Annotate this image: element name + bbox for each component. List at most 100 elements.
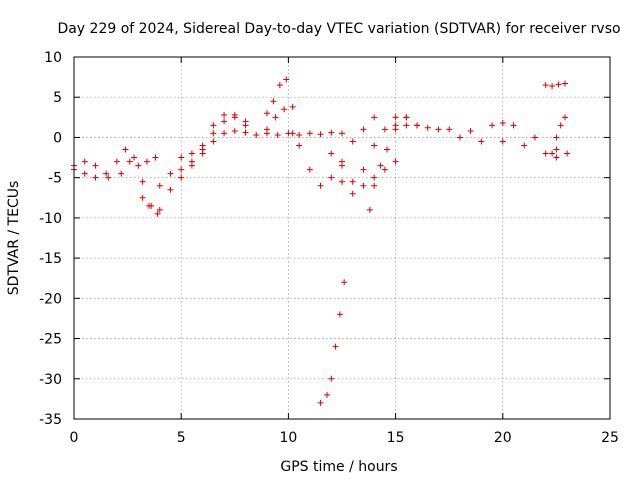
data-point [167, 186, 174, 193]
series-track-12 [366, 114, 410, 213]
x-tick-label: 15 [387, 430, 405, 446]
data-point [366, 206, 373, 213]
data-point [349, 178, 356, 185]
data-point [103, 170, 110, 177]
data-point [263, 130, 270, 137]
x-axis-label: GPS time / hours [280, 459, 397, 475]
grid [74, 57, 610, 419]
data-point [328, 174, 335, 181]
data-point [210, 122, 217, 129]
data-point [553, 134, 560, 141]
data-point [210, 130, 217, 137]
data-point [489, 122, 496, 129]
series-track-2 [71, 154, 159, 181]
series-track-7 [263, 103, 296, 133]
data-point [122, 146, 129, 153]
series-track-8 [289, 114, 378, 189]
data-point [435, 126, 442, 133]
data-point [381, 126, 388, 133]
data-point [178, 174, 185, 181]
data-point [467, 128, 474, 135]
data-point [178, 166, 185, 173]
data-point [306, 130, 313, 137]
data-point [499, 119, 506, 126]
data-point [371, 114, 378, 121]
data-point [555, 81, 562, 88]
data-point [371, 182, 378, 189]
data-point [360, 166, 367, 173]
plot-frame [73, 56, 611, 420]
data-point [564, 150, 571, 157]
y-tick-label: 10 [44, 50, 62, 66]
series-track-17 [317, 279, 348, 406]
data-point [371, 174, 378, 181]
series-track-16 [549, 114, 568, 157]
data-point [281, 106, 288, 113]
series-track-15 [542, 80, 568, 89]
data-point [328, 129, 335, 136]
data-point [323, 391, 330, 398]
data-point [283, 76, 290, 83]
data-point [392, 114, 399, 121]
data-point [156, 206, 163, 213]
series-track-3 [139, 128, 260, 209]
data-point [336, 311, 343, 318]
data-point [339, 162, 345, 169]
data-point [221, 130, 228, 137]
data-point [152, 154, 159, 161]
data-point [549, 150, 556, 157]
y-tick-label: 5 [53, 90, 62, 106]
data-point [561, 80, 568, 87]
data-point [531, 134, 538, 141]
data-point [384, 146, 391, 153]
data-point [549, 82, 556, 89]
y-tick-label: -30 [39, 372, 62, 388]
data-point [289, 103, 296, 110]
data-point [188, 150, 195, 157]
data-point [403, 114, 410, 121]
data-point [92, 174, 99, 181]
data-point [392, 122, 399, 129]
data-point [414, 122, 421, 129]
data-point [126, 158, 133, 165]
data-point [113, 158, 120, 165]
data-point [118, 170, 125, 177]
data-point [210, 138, 217, 145]
series-track-14 [403, 119, 560, 153]
data-point [188, 162, 195, 169]
data-point [328, 375, 335, 382]
data-point [276, 82, 283, 89]
data-point [296, 142, 303, 149]
data-point [392, 158, 399, 165]
data-point [167, 170, 174, 177]
series-track-11 [339, 158, 399, 189]
data-point [542, 150, 549, 157]
data-point [81, 170, 88, 177]
data-point [306, 166, 313, 173]
data-point [328, 150, 335, 157]
data-point [360, 126, 367, 133]
data-point [499, 138, 506, 145]
data-point [296, 132, 303, 139]
data-point [339, 130, 345, 137]
data-point [561, 114, 568, 121]
data-point [92, 162, 99, 169]
data-point [285, 130, 292, 137]
data-point [424, 124, 431, 131]
data-point [156, 182, 163, 189]
data-point [553, 146, 560, 153]
data-point [242, 118, 249, 125]
y-axis-label: SDTVAR / TECUs [6, 181, 22, 296]
data-point [349, 138, 356, 145]
data-point [446, 126, 453, 133]
x-tick-label: 0 [70, 430, 79, 446]
data-point [253, 132, 260, 139]
data-point [199, 142, 206, 149]
data-point [231, 128, 238, 135]
y-tick-label: -15 [39, 251, 62, 267]
data-point [553, 154, 560, 161]
data-point [381, 166, 388, 173]
data-point [221, 118, 228, 125]
data-point [131, 154, 138, 161]
data-point [341, 279, 348, 286]
